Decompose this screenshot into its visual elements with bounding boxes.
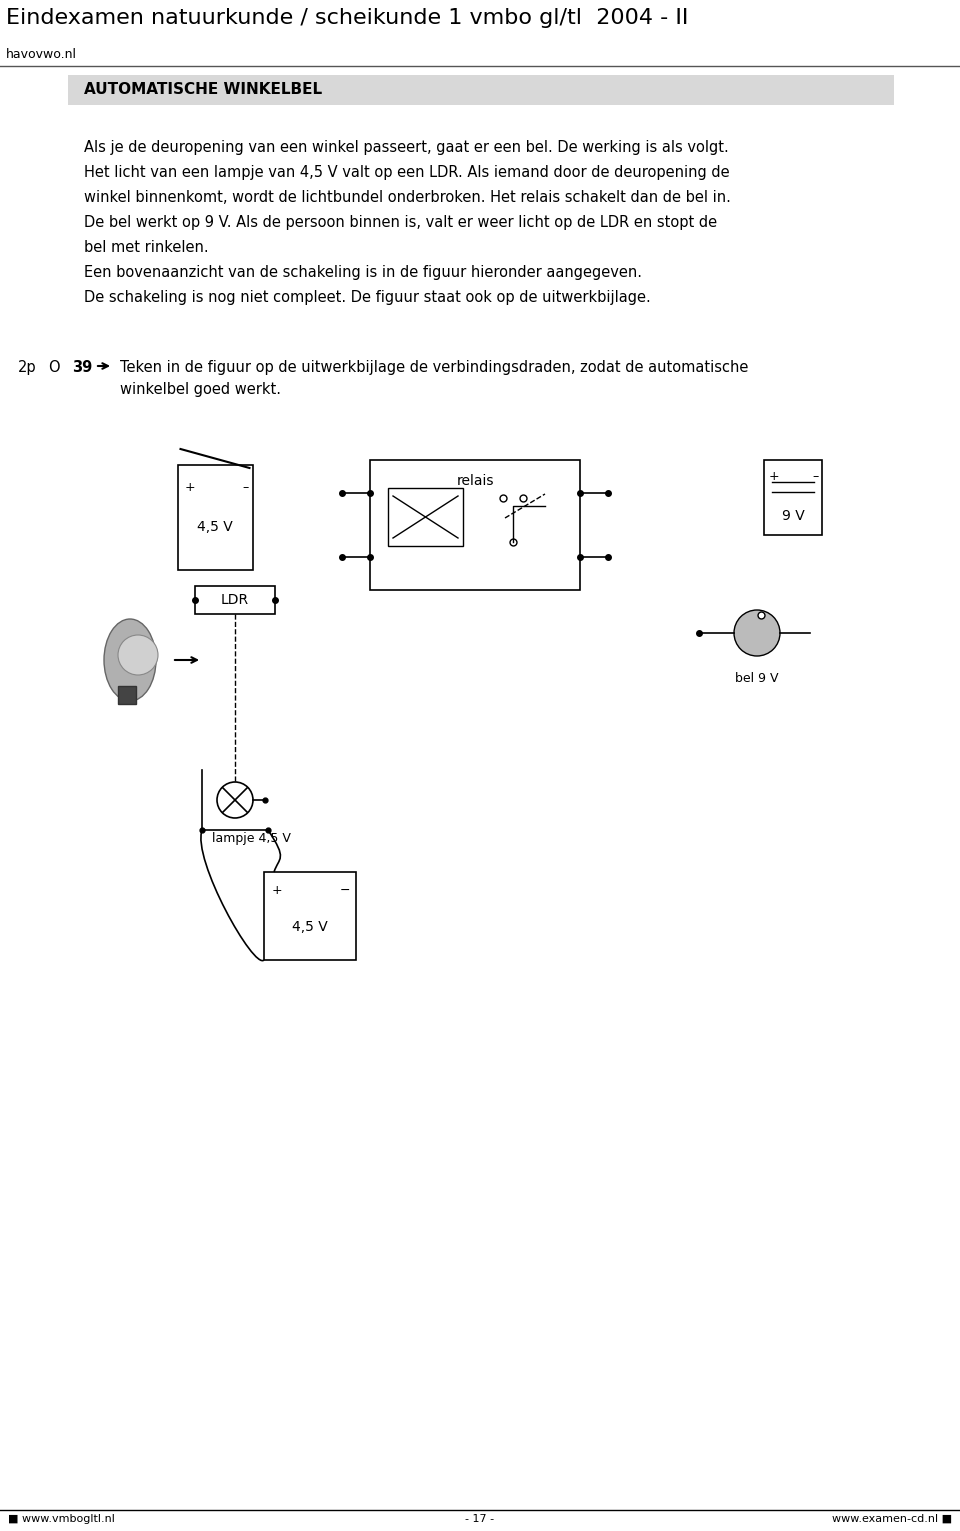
Bar	[68, 75, 894, 106]
Bar	[388, 488, 463, 547]
Text: - 17 -: - 17 -	[466, 1514, 494, 1523]
Text: +: +	[769, 470, 780, 482]
Text: Teken in de figuur op de uitwerkbijlage de verbindingsdraden, zodat de automatis: Teken in de figuur op de uitwerkbijlage …	[120, 360, 749, 375]
Text: ■ www.vmbogltl.nl: ■ www.vmbogltl.nl	[8, 1514, 115, 1523]
Bar	[370, 459, 580, 589]
Text: 9 V: 9 V	[781, 508, 804, 524]
Circle shape	[217, 782, 253, 818]
Circle shape	[118, 635, 158, 675]
Text: O: O	[48, 360, 60, 375]
Text: bel met rinkelen.: bel met rinkelen.	[84, 240, 208, 256]
Text: 2p: 2p	[18, 360, 36, 375]
Bar	[264, 873, 356, 960]
Text: lampje 4,5 V: lampje 4,5 V	[212, 831, 291, 845]
Text: Het licht van een lampje van 4,5 V valt op een LDR. Als iemand door de deuropeni: Het licht van een lampje van 4,5 V valt …	[84, 165, 730, 181]
Text: +: +	[184, 481, 195, 495]
Text: LDR: LDR	[221, 592, 249, 606]
Bar	[118, 686, 136, 704]
Text: Als je de deuropening van een winkel passeert, gaat er een bel. De werking is al: Als je de deuropening van een winkel pas…	[84, 139, 729, 155]
Text: AUTOMATISCHE WINKELBEL: AUTOMATISCHE WINKELBEL	[84, 83, 323, 96]
Bar	[764, 459, 822, 534]
Text: Een bovenaanzicht van de schakeling is in de figuur hieronder aangegeven.: Een bovenaanzicht van de schakeling is i…	[84, 265, 642, 280]
Circle shape	[734, 609, 780, 655]
Text: De bel werkt op 9 V. Als de persoon binnen is, valt er weer licht op de LDR en s: De bel werkt op 9 V. Als de persoon binn…	[84, 214, 717, 230]
Bar	[195, 586, 275, 614]
Text: 4,5 V: 4,5 V	[197, 521, 233, 534]
Text: −: −	[340, 883, 350, 897]
Text: Eindexamen natuurkunde / scheikunde 1 vmbo gl/tl  2004 - II: Eindexamen natuurkunde / scheikunde 1 vm…	[6, 8, 688, 28]
Text: winkelbel goed werkt.: winkelbel goed werkt.	[120, 383, 281, 397]
Bar	[178, 465, 252, 570]
Text: havovwo.nl: havovwo.nl	[6, 47, 77, 61]
Text: relais: relais	[456, 475, 493, 488]
Text: –: –	[813, 470, 819, 482]
Text: 4,5 V: 4,5 V	[292, 920, 328, 934]
Text: bel 9 V: bel 9 V	[735, 672, 779, 684]
Text: www.examen-cd.nl ■: www.examen-cd.nl ■	[832, 1514, 952, 1523]
Text: 39: 39	[72, 360, 92, 375]
Text: De schakeling is nog niet compleet. De figuur staat ook op de uitwerkbijlage.: De schakeling is nog niet compleet. De f…	[84, 289, 651, 305]
Text: –: –	[242, 481, 249, 495]
Ellipse shape	[104, 619, 156, 701]
Text: +: +	[272, 883, 282, 897]
Text: winkel binnenkomt, wordt de lichtbundel onderbroken. Het relais schakelt dan de : winkel binnenkomt, wordt de lichtbundel …	[84, 190, 731, 205]
